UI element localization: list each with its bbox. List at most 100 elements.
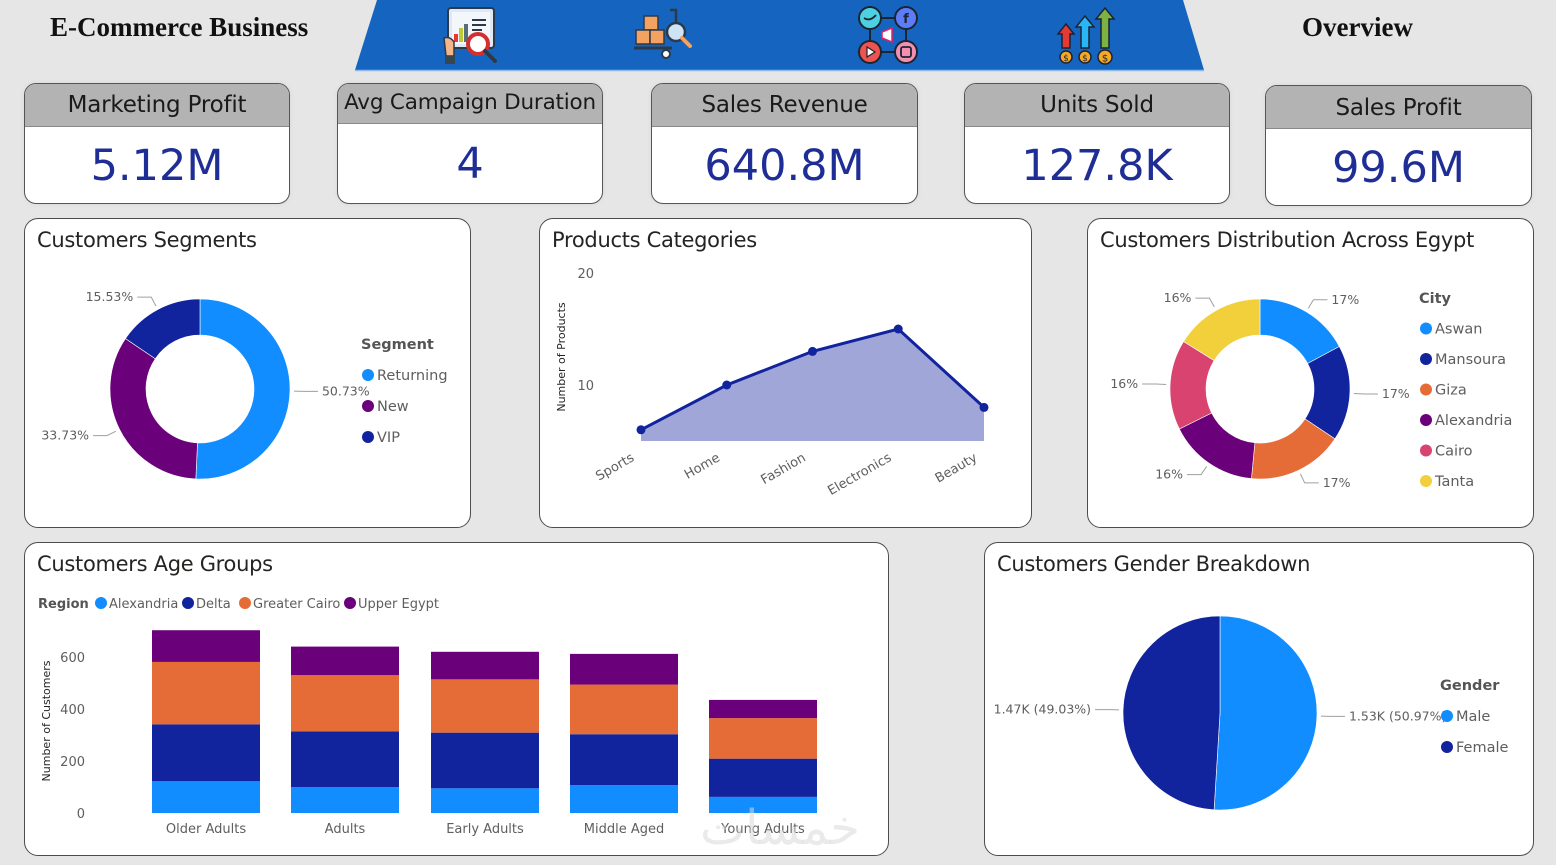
kpi-card-sales-profit: Sales Profit 99.6M	[1265, 85, 1532, 206]
x-tick-label: Beauty	[933, 450, 981, 486]
x-tick-label: Young Adults	[720, 822, 805, 837]
y-tick-label: 20	[577, 267, 594, 282]
kpi-label: Units Sold	[965, 84, 1229, 127]
products-categories-panel: Products Categories 10 20 Number of Produc…	[539, 218, 1032, 528]
slice-returning	[195, 298, 291, 480]
bar-group-young-adults	[709, 699, 817, 813]
legend-label: Mansoura	[1435, 352, 1506, 368]
bar-segment-upper-egypt	[291, 646, 399, 676]
product-inspection-icon[interactable]	[632, 4, 696, 66]
leader-line	[1307, 299, 1328, 309]
bar-group-early-adults	[431, 651, 539, 813]
leader-line	[137, 296, 157, 307]
bar-segment-greater-cairo	[431, 679, 539, 733]
legend-item-delta[interactable]: Delta	[182, 597, 231, 612]
bar-segment-delta	[709, 758, 817, 797]
kpi-value: 5.12M	[90, 141, 224, 191]
bar-segment-alexandria	[291, 787, 399, 813]
legend-item-cairo[interactable]: Cairo	[1420, 444, 1473, 460]
data-label-female: 1.47K (49.03%)	[994, 702, 1091, 717]
y-tick-label: 600	[60, 651, 85, 666]
legend-item-vip[interactable]: VIP	[362, 430, 400, 446]
bar-segment-delta	[152, 724, 260, 782]
bar-segment-upper-egypt	[570, 653, 678, 685]
legend-marker	[1420, 322, 1432, 335]
legend-marker	[1441, 741, 1453, 753]
legend-label: Tanta	[1434, 474, 1474, 490]
bar-segment-delta	[431, 732, 539, 789]
kpi-value: 640.8M	[704, 141, 865, 191]
data-point-electronics	[893, 324, 903, 334]
bar-segment-greater-cairo	[709, 718, 817, 759]
bar-group-middle-aged	[570, 653, 678, 813]
panel-title: Customers Distribution Across Egypt	[1100, 228, 1475, 252]
legend-marker	[362, 431, 374, 443]
panel-title: Customers Segments	[37, 228, 257, 252]
legend-marker	[362, 369, 374, 381]
legend-item-alexandria[interactable]: Alexandria	[1420, 413, 1512, 429]
legend-item-new[interactable]: New	[362, 399, 409, 415]
y-tick-label: 400	[60, 703, 85, 718]
legend-item-mansoura[interactable]: Mansoura	[1420, 352, 1506, 368]
legend-marker	[1420, 414, 1432, 426]
data-point-home	[722, 380, 732, 390]
social-marketing-icon[interactable]: f	[856, 4, 920, 66]
dashboard-title: E-Commerce Business	[50, 12, 309, 42]
legend-label: Male	[1456, 709, 1490, 725]
customers-age-groups-stacked-bar-chart: Region Alexandria Delta Greater Cairo Upper …	[38, 597, 817, 837]
slice-new	[109, 338, 198, 480]
kpi-card-sales-revenue: Sales Revenue 640.8M	[651, 83, 918, 204]
kpi-value: 4	[456, 139, 484, 189]
legend-title: Gender	[1440, 678, 1500, 694]
bar-segment-upper-egypt	[152, 630, 260, 662]
legend-marker	[1441, 710, 1453, 722]
legend-label: Returning	[377, 368, 448, 384]
legend-label: New	[377, 399, 409, 415]
legend-item-greater-cairo[interactable]: Greater Cairo	[239, 597, 340, 612]
customers-age-groups-panel: Customers Age Groups Region Alexandria Del…	[24, 542, 889, 856]
legend-item-female[interactable]: Female	[1441, 740, 1509, 756]
data-point-fashion	[808, 346, 817, 356]
legend-item-upper-egypt[interactable]: Upper Egypt	[344, 597, 439, 612]
data-label-new: 33.73%	[41, 428, 89, 443]
kpi-label: Sales Profit	[1266, 86, 1531, 129]
legend-marker	[362, 400, 374, 412]
data-point-beauty	[979, 402, 989, 412]
bar-segment-upper-egypt	[709, 699, 817, 719]
kpi-label: Marketing Profit	[25, 84, 289, 127]
legend-marker	[1420, 353, 1432, 365]
kpi-card-marketing-profit: Marketing Profit 5.12M	[24, 83, 290, 204]
bar-segment-greater-cairo	[152, 661, 260, 725]
legend-item-tanta[interactable]: Tanta	[1420, 474, 1474, 490]
legend-item-male[interactable]: Male	[1441, 709, 1490, 725]
slice-tanta	[1183, 298, 1261, 361]
legend-label: Alexandria	[109, 597, 178, 612]
legend-item-alexandria[interactable]: Alexandria	[95, 597, 178, 612]
y-axis-title: Number of Products	[555, 302, 568, 412]
legend-title: City	[1419, 291, 1452, 307]
slice-male	[1213, 615, 1318, 811]
data-label-tanta: 16%	[1164, 290, 1192, 305]
report-analysis-icon[interactable]	[440, 4, 504, 66]
legend-item-aswan[interactable]: Aswan	[1420, 322, 1482, 338]
kpi-value: 99.6M	[1332, 143, 1465, 193]
kpi-card-avg-campaign-duration: Avg Campaign Duration 4	[337, 83, 603, 204]
legend-item-returning[interactable]: Returning	[362, 368, 448, 384]
sales-growth-icon[interactable]: $ $ $	[1054, 4, 1118, 66]
data-label-giza: 17%	[1323, 475, 1351, 490]
legend-item-giza[interactable]: Giza	[1420, 383, 1467, 399]
svg-text:$: $	[1102, 54, 1108, 65]
panel-title: Products Categories	[552, 228, 757, 252]
data-label-returning: 50.73%	[322, 383, 370, 398]
kpi-label: Avg Campaign Duration	[338, 84, 602, 124]
leader-line	[1195, 297, 1215, 308]
y-tick-label: 10	[577, 379, 594, 394]
kpi-value: 127.8K	[1021, 141, 1173, 191]
bar-segment-alexandria	[709, 796, 817, 813]
banner-shape	[355, 0, 1204, 70]
data-label-aswan: 17%	[1331, 292, 1359, 307]
legend-label: Giza	[1435, 383, 1467, 399]
bar-segment-delta	[570, 734, 678, 786]
x-tick-label: Adults	[325, 822, 366, 837]
legend-marker	[1420, 444, 1432, 457]
